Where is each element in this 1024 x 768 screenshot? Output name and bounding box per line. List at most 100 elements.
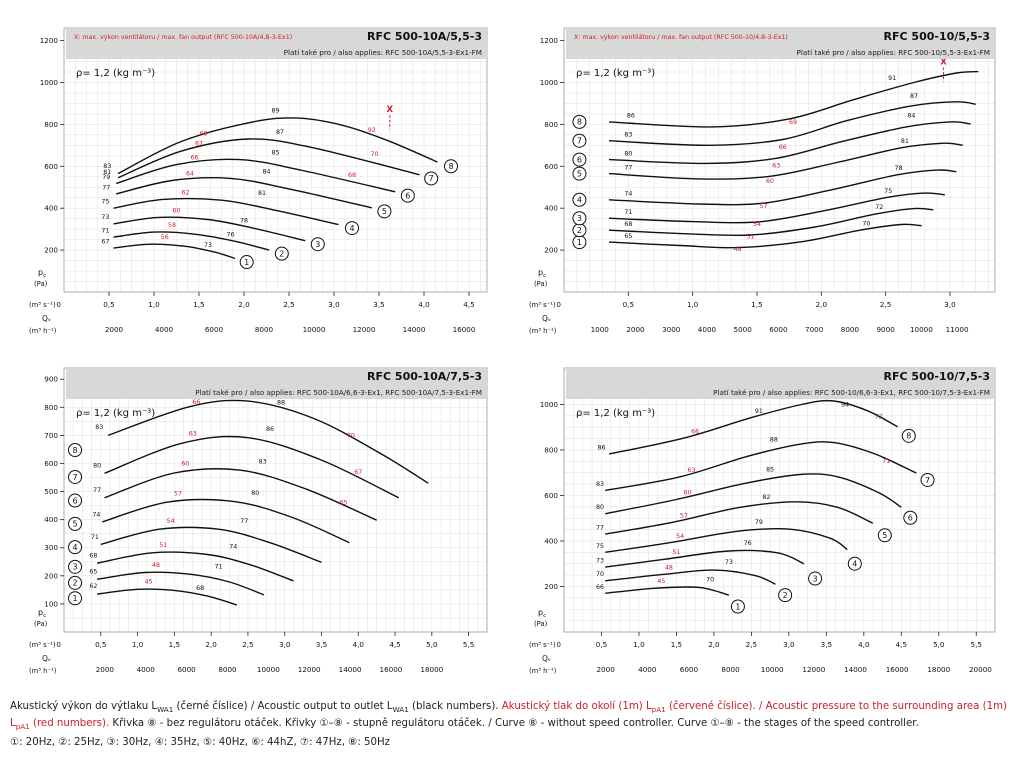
stage-marker-1: 1 <box>239 255 254 270</box>
y-tick-label: 1000 <box>40 78 59 87</box>
x-tick-label-m3h: 10000 <box>761 665 784 674</box>
max-output-x-marker: X <box>387 105 394 130</box>
x-tick-label-m3s: 5,0 <box>426 640 438 649</box>
acoustic-output-value: 75 <box>101 199 109 206</box>
pressure-axis-label: pc <box>538 608 546 619</box>
x-tick-label-m3s: 3,5 <box>373 300 384 309</box>
x-tick-label-m3s: 1,5 <box>193 300 204 309</box>
stage-marker-1: 1 <box>730 599 745 614</box>
fan-curve-stage-4 <box>113 197 339 226</box>
stage-number: 1 <box>577 238 582 247</box>
acoustic-output-value: 66 <box>596 584 604 591</box>
x-tick-label-m3s: 5,5 <box>971 640 982 649</box>
acoustic-output-value: 70 <box>862 220 870 227</box>
also-applies-note: Platí také pro / also applies: RFC 500-1… <box>195 388 482 397</box>
stage-marker-2: 2 <box>778 588 793 603</box>
acoustic-pressure-value: 48 <box>152 562 160 569</box>
acoustic-pressure-value: 57 <box>680 512 688 519</box>
stage-number: 1 <box>72 594 77 603</box>
pressure-unit-label: (Pa) <box>534 280 548 288</box>
y-tick-label: 400 <box>544 204 558 213</box>
acoustic-output-value: 74 <box>624 191 632 198</box>
stage-number: 2 <box>279 249 284 258</box>
acoustic-output-value: 73 <box>204 242 212 249</box>
x-tick-label-m3s: 0,5 <box>623 300 634 309</box>
stage-marker-5: 5 <box>572 166 587 181</box>
y-axis: 200 400 600 800 1000 pc(Pa) 0 <box>534 400 564 649</box>
air-density-label: ρ= 1,2 (kg m⁻³) <box>76 68 156 79</box>
acoustic-output-value: 79 <box>102 174 110 181</box>
acoustic-output-value: 77 <box>93 487 101 494</box>
m3s-unit-label: (m³ s⁻¹) <box>529 641 556 649</box>
acoustic-output-value: 70 <box>706 576 714 583</box>
fan-curve-stage-7 <box>117 138 420 179</box>
x-tick-label-m3h: 16000 <box>453 325 476 334</box>
origin-label: 0 <box>556 300 561 309</box>
x-tick-label-m3s: 5,5 <box>463 640 474 649</box>
fan-curve-stage-4 <box>100 526 322 563</box>
max-fan-output-note: X: max. výkon ventilátoru / max. fan out… <box>574 34 788 41</box>
x-tick-label-m3h: 1000 <box>591 325 610 334</box>
fan-curve-stage-3 <box>608 192 945 224</box>
y-tick-label: 900 <box>44 375 58 384</box>
stage-marker-8: 8 <box>68 443 83 458</box>
x-axis-m3h: Qᵥ (m³ h⁻¹) 2000 4000 6000 8000 10000 12000 1400… <box>29 654 444 675</box>
stage-number: 4 <box>852 560 857 569</box>
qv-label: Qᵥ <box>542 314 551 323</box>
acoustic-pressure-value: 57 <box>174 491 182 498</box>
fan-curve-stage-1 <box>113 243 236 260</box>
x-tick-label-m3h: 14000 <box>403 325 426 334</box>
y-tick-label: 200 <box>544 582 558 591</box>
x-tick-label-m3h: 14000 <box>844 665 867 674</box>
y-tick-label: 800 <box>544 120 558 129</box>
acoustic-output-value: 84 <box>907 113 915 120</box>
stage-number: 6 <box>405 191 410 200</box>
y-tick-label: 1000 <box>540 400 559 409</box>
stage-marker-6: 6 <box>400 188 415 203</box>
acoustic-pressure-value: 92 <box>368 127 376 134</box>
y-axis: 200 400 600 800 1000 1200 pc(Pa) 0 <box>534 36 564 309</box>
x-tick-label-m3s: 3,0 <box>944 300 956 309</box>
stage-marker-2: 2 <box>68 575 83 590</box>
x-tick-label-m3s: 1,0 <box>132 640 144 649</box>
fan-curve-stage-2 <box>97 571 265 596</box>
chart-title-band: RFC 500-10/7,5-3 Platí také pro / also a… <box>566 369 995 399</box>
stage-marker-2: 2 <box>274 246 289 261</box>
m3h-unit-label: (m³ h⁻¹) <box>29 667 57 675</box>
acoustic-output-value: 65 <box>624 233 632 240</box>
x-axis-m3h: Qᵥ (m³ h⁻¹) 1000 2000 3000 4000 5000 6000 7000 80… <box>529 314 969 335</box>
caption-acoustic-legend: Akustický výkon do výtlaku LWA1 (černé č… <box>10 701 1008 731</box>
acoustic-pressure-value: 60 <box>766 178 774 185</box>
stage-marker-6: 6 <box>572 152 587 167</box>
x-tick-label-m3h: 8000 <box>721 665 740 674</box>
stage-marker-1: 1 <box>572 235 587 250</box>
chart-title: RFC 500-10A/7,5-3 <box>367 370 482 383</box>
acoustic-output-value: 86 <box>597 444 605 451</box>
stage-number: 4 <box>72 543 77 552</box>
acoustic-pressure-value: 51 <box>747 233 755 240</box>
acoustic-output-value: 77 <box>240 518 248 525</box>
acoustic-output-value: 77 <box>624 164 632 171</box>
chart-title-band: X: max. výkon ventilátoru / max. fan out… <box>66 29 487 59</box>
y-tick-label: 400 <box>44 515 58 524</box>
qv-label: Qᵥ <box>42 654 51 663</box>
x-tick-label-m3h: 18000 <box>927 665 950 674</box>
stage-marker-8: 8 <box>444 159 458 174</box>
y-tick-label: 600 <box>544 491 558 500</box>
fan-curve-chart-rfc-500-10a-7-5-3: 100 200 300 400 500 600 700 800 900 pc(Pa) 0(m³ s⁻… <box>29 367 488 675</box>
pressure-axis-label: pc <box>38 608 46 619</box>
stage-number: 5 <box>382 207 387 216</box>
fan-curve-stage-7 <box>104 435 400 499</box>
y-axis: 100 200 300 400 500 600 700 800 900 pc(Pa) 0 <box>34 375 64 649</box>
fan-curve-stage-8 <box>608 399 898 455</box>
y-tick-label: 800 <box>44 403 58 412</box>
y-tick-label: 600 <box>44 162 58 171</box>
chart-title: RFC 500-10/7,5-3 <box>883 370 990 383</box>
acoustic-pressure-value: 71 <box>882 458 890 465</box>
fan-curve-stage-3 <box>605 549 805 568</box>
acoustic-pressure-value: 63 <box>189 430 197 437</box>
stage-number: 1 <box>244 258 249 267</box>
fan-curve-stage-6 <box>115 158 396 193</box>
x-tick-label-m3s: 1,5 <box>169 640 180 649</box>
x-axis-m3s: (m³ s⁻¹) 0,5 1,0 1,5 2,0 2,5 3,0 3,5 4,0 4,5 5,0 5,… <box>29 632 474 649</box>
